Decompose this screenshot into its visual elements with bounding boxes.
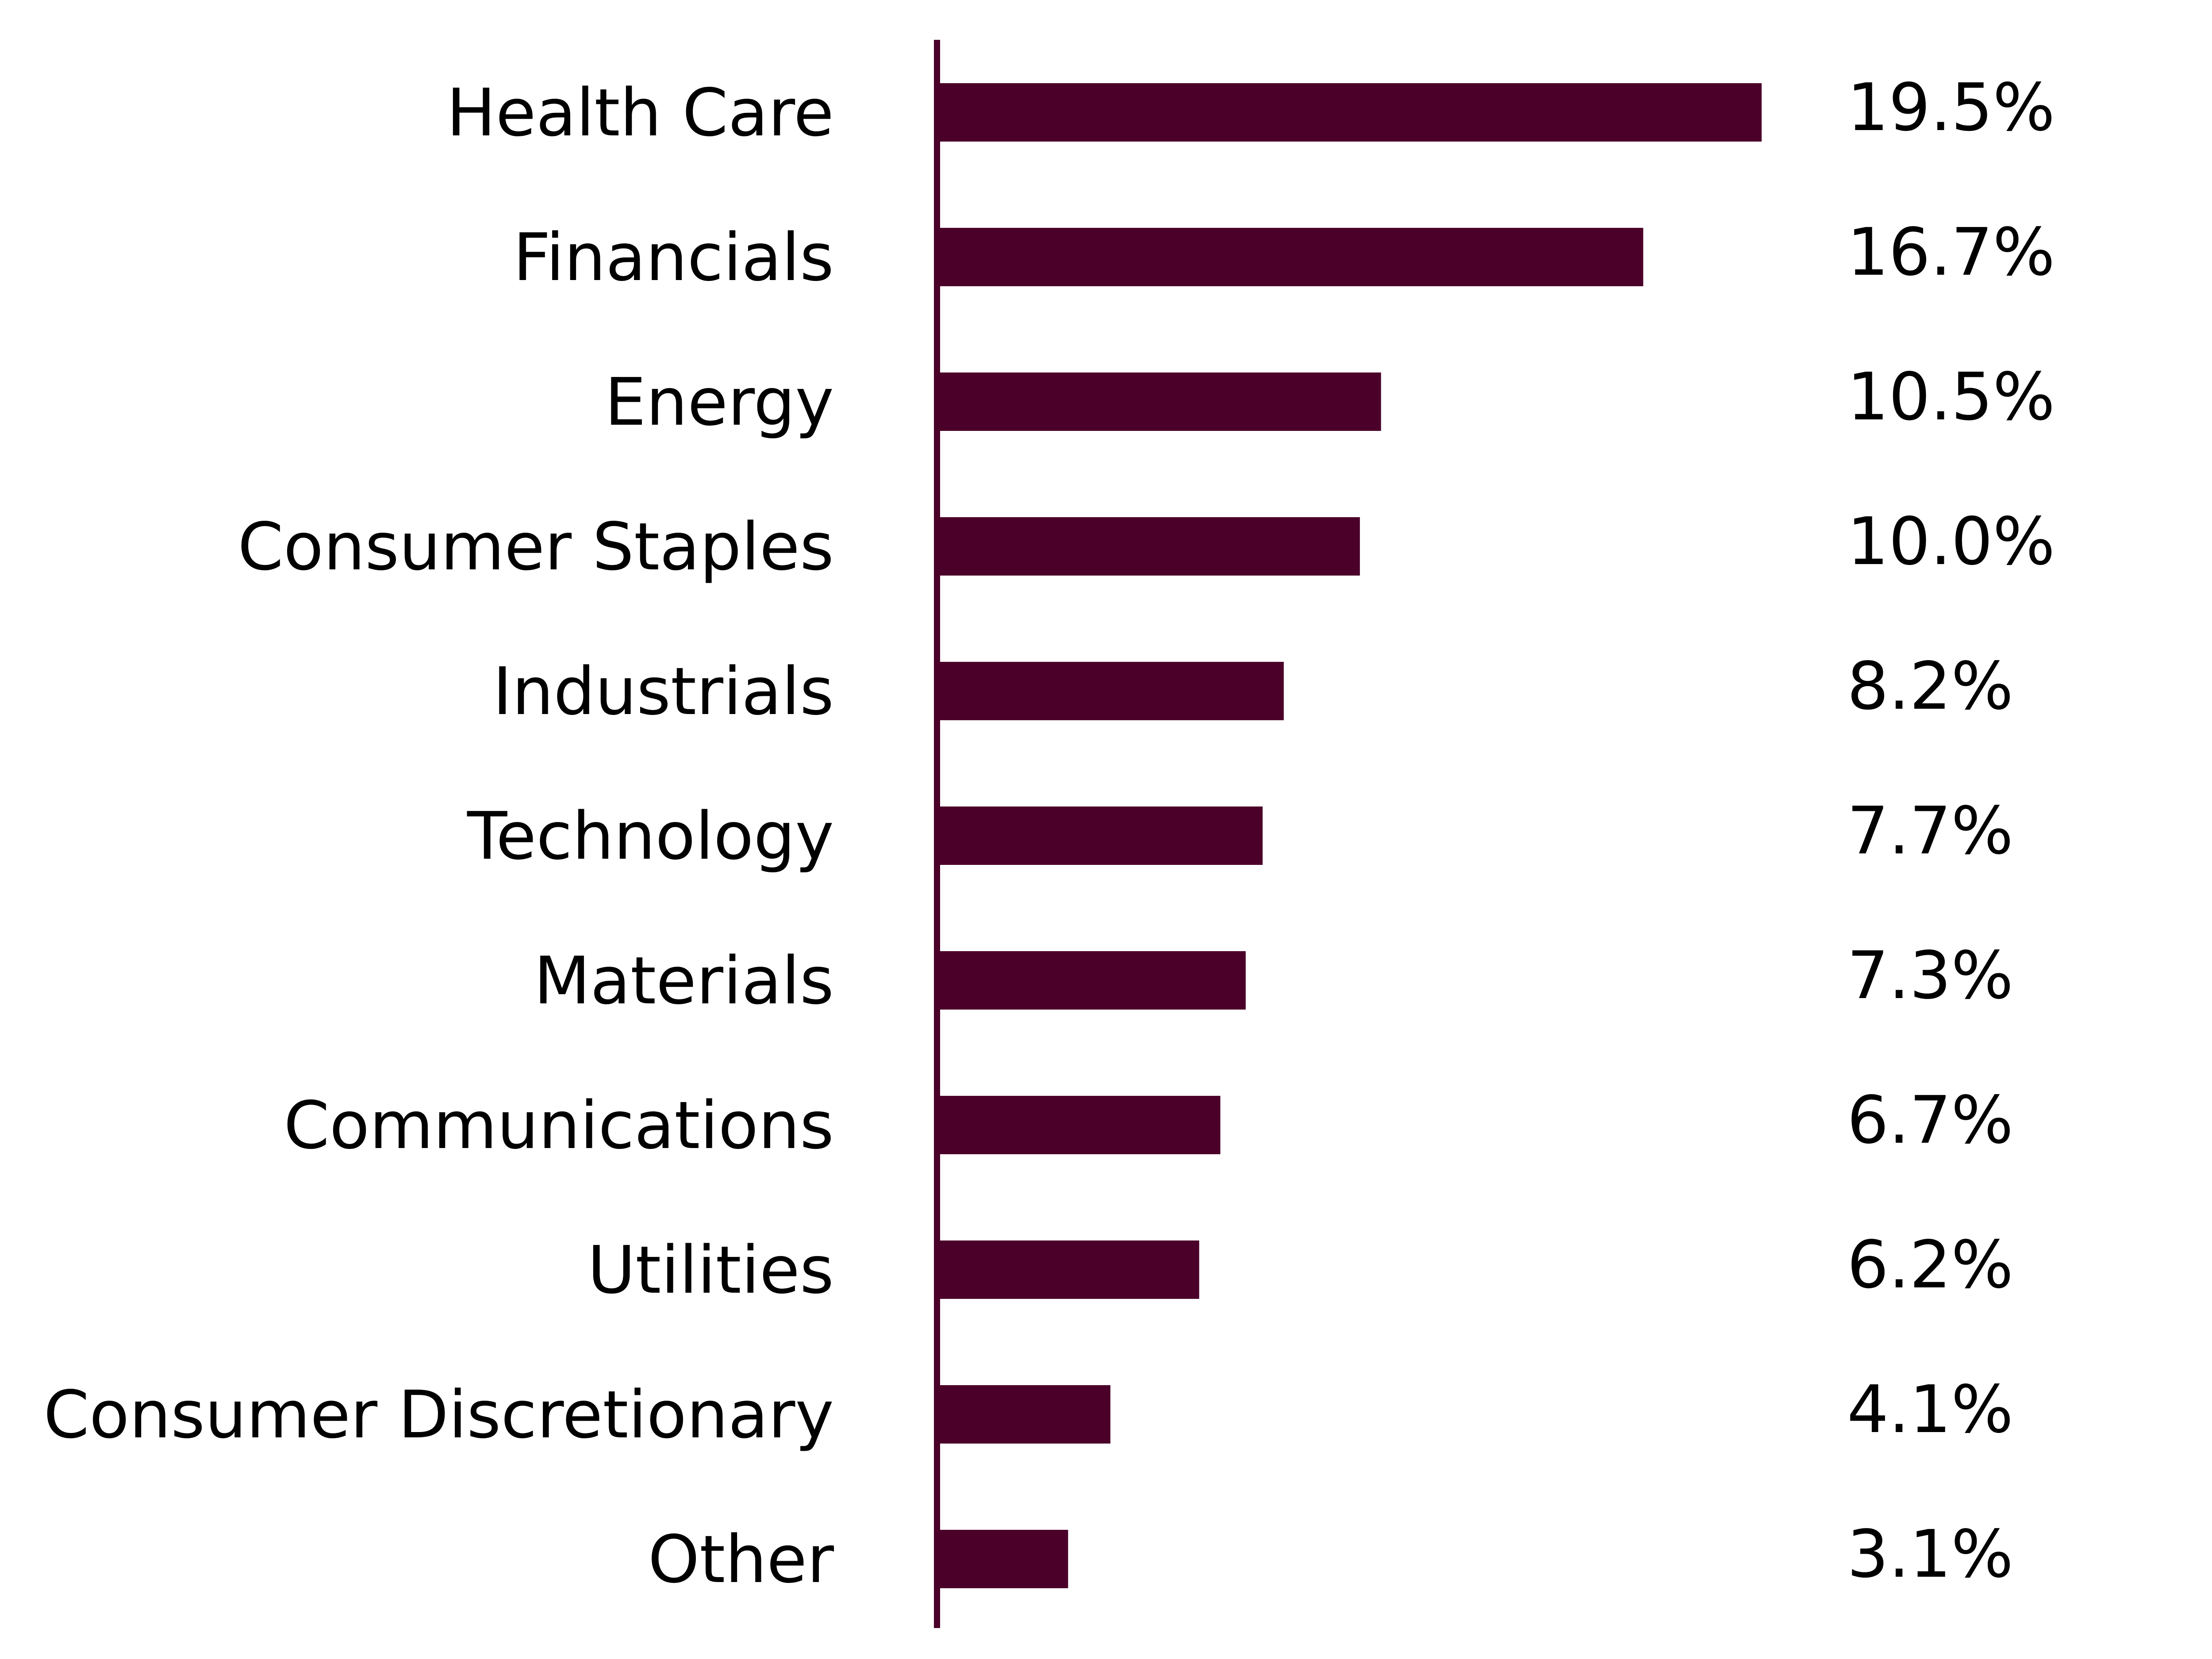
- category-label: Financials: [513, 219, 834, 296]
- category-label: Utilities: [588, 1232, 834, 1308]
- value-label: 4.1%: [1847, 1371, 2013, 1448]
- value-label: 6.2%: [1847, 1227, 2013, 1303]
- value-label: 19.5%: [1847, 69, 2055, 146]
- category-label: Materials: [534, 943, 834, 1019]
- value-label: 8.2%: [1847, 648, 2013, 724]
- value-label: 7.7%: [1847, 793, 2013, 869]
- bar: [937, 1530, 1068, 1588]
- bar: [937, 228, 1644, 286]
- category-label: Communications: [284, 1087, 834, 1164]
- category-label: Consumer Staples: [238, 509, 834, 585]
- category-label: Other: [648, 1521, 834, 1598]
- value-label: 7.3%: [1847, 937, 2013, 1014]
- bar: [937, 373, 1381, 431]
- value-labels: 19.5% 16.7% 10.5% 10.0% 8.2% 7.7% 7.3% 6.7% 6.2%…: [1847, 69, 2055, 1592]
- category-label: Energy: [605, 364, 834, 440]
- category-label: Technology: [467, 798, 834, 874]
- bar: [937, 806, 1263, 865]
- bar: [937, 1240, 1199, 1299]
- bar: [937, 1385, 1110, 1444]
- value-label: 3.1%: [1847, 1516, 2013, 1592]
- value-label: 10.0%: [1847, 503, 2055, 580]
- bar: [937, 83, 1762, 142]
- category-label: Health Care: [446, 75, 834, 151]
- category-label: Industrials: [493, 653, 834, 730]
- bar: [937, 1096, 1221, 1154]
- value-label: 6.7%: [1847, 1082, 2013, 1158]
- bar: [937, 662, 1284, 720]
- value-label: 10.5%: [1847, 359, 2055, 435]
- bars-layer: [937, 83, 1762, 1588]
- value-label: 16.7%: [1847, 214, 2055, 290]
- category-labels: Health Care Financials Energy Consumer Stap…: [43, 75, 834, 1598]
- bar: [937, 951, 1246, 1010]
- bar: [937, 517, 1360, 576]
- category-label: Consumer Discretionary: [43, 1377, 834, 1453]
